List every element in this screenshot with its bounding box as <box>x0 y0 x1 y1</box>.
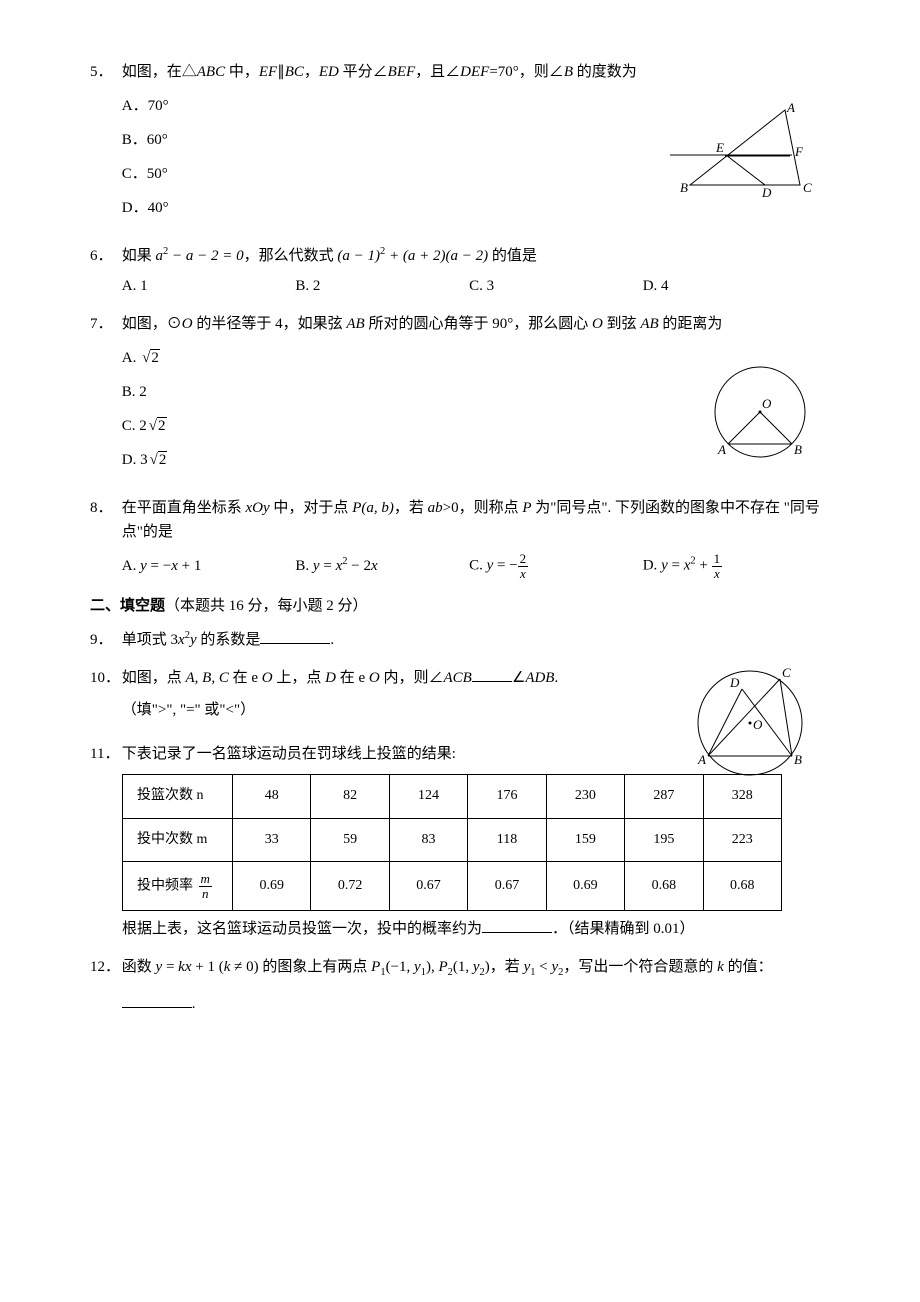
q6-body: 如果 a2 − a − 2 = 0，那么代数式 (a − 1)2 + (a + … <box>122 244 830 298</box>
question-6: 6． 如果 a2 − a − 2 = 0，那么代数式 (a − 1)2 + (a… <box>90 244 830 298</box>
q8-options: A. y = −x + 1 B. y = x2 − 2x C. y = −2x … <box>122 552 830 580</box>
section-2-header: 二、填空题（本题共 16 分，每小题 2 分） <box>90 594 830 618</box>
svg-text:A: A <box>786 100 795 115</box>
row-label-n: 投篮次数 n <box>123 775 233 818</box>
table-row-m: 投中次数 m 33 59 83 118 159 195 223 <box>123 818 782 861</box>
table-row-n: 投篮次数 n 48 82 124 176 230 287 328 <box>123 775 782 818</box>
q8-opt-d: D. y = x2 + 1x <box>643 552 813 580</box>
q6-options: A. 1 B. 2 C. 3 D. 4 <box>122 274 830 298</box>
q7-text: 如图，⊙O 的半径等于 4，如果弦 AB 所对的圆心角等于 90°，那么圆心 O… <box>122 316 723 332</box>
row-label-m: 投中次数 m <box>123 818 233 861</box>
q8-opt-b: B. y = x2 − 2x <box>295 554 465 578</box>
q12-number: 12． <box>90 955 118 979</box>
svg-text:E: E <box>715 140 724 155</box>
q12-blank-line: . <box>122 992 830 1016</box>
question-8: 8． 在平面直角坐标系 xOy 中，对于点 P(a, b)，若 ab>0，则称点… <box>90 496 830 580</box>
q8-text: 在平面直角坐标系 xOy 中，对于点 P(a, b)，若 ab>0，则称点 P … <box>122 500 820 540</box>
q6-opt-a: A. 1 <box>122 274 292 298</box>
q9-body: 单项式 3x2y 的系数是. <box>122 628 830 652</box>
svg-text:C: C <box>782 665 791 680</box>
q12-blank <box>122 993 192 1008</box>
svg-text:D: D <box>761 185 772 200</box>
triangle-diagram-svg: A B C D E F <box>670 100 820 200</box>
svg-text:A: A <box>717 442 726 457</box>
q11-number: 11． <box>90 742 118 766</box>
svg-text:O: O <box>753 717 763 732</box>
svg-text:B: B <box>794 442 802 457</box>
question-10: 10． 如图，点 A, B, C 在 e O 上，点 D 在 e O 内，则∠A… <box>90 666 830 722</box>
q5-number: 5． <box>90 60 118 84</box>
q11-text1: 下表记录了一名篮球运动员在罚球线上投篮的结果: <box>122 746 456 762</box>
question-9: 9． 单项式 3x2y 的系数是. <box>90 628 830 652</box>
svg-text:O: O <box>762 396 772 411</box>
table-row-f: 投中频率 mn 0.69 0.72 0.67 0.67 0.69 0.68 0.… <box>123 862 782 911</box>
q10-number: 10． <box>90 666 118 690</box>
q8-number: 8． <box>90 496 118 520</box>
question-12: 12． 函数 y = kx + 1 (k ≠ 0) 的图象上有两点 P1(−1,… <box>90 955 830 1016</box>
question-5: 5． 如图，在△ABC 中，EF∥BC，ED 平分∠BEF，且∠DEF=70°，… <box>90 60 830 230</box>
row-label-f: 投中频率 mn <box>123 862 233 911</box>
question-7: 7． 如图，⊙O 的半径等于 4，如果弦 AB 所对的圆心角等于 90°，那么圆… <box>90 312 830 482</box>
q5-text: 如图，在△ABC 中，EF∥BC，ED 平分∠BEF，且∠DEF=70°，则∠B… <box>122 64 637 80</box>
q6-text: 如果 a2 − a − 2 = 0，那么代数式 (a − 1)2 + (a + … <box>122 248 537 264</box>
q6-opt-b: B. 2 <box>295 274 465 298</box>
q10-text: 如图，点 A, B, C 在 e O 上，点 D 在 e O 内，则∠ACB∠A… <box>122 670 558 686</box>
q7-number: 7． <box>90 312 118 336</box>
q10-blank <box>472 667 512 682</box>
q10-hint: （填">", "=" 或"<"） <box>122 698 642 722</box>
svg-text:F: F <box>794 144 804 159</box>
question-11: 11． 下表记录了一名篮球运动员在罚球线上投篮的结果: 投篮次数 n 48 82… <box>90 742 830 941</box>
q8-body: 在平面直角坐标系 xOy 中，对于点 P(a, b)，若 ab>0，则称点 P … <box>122 496 830 580</box>
svg-text:D: D <box>729 675 740 690</box>
q11-blank <box>482 918 552 933</box>
q8-opt-c: C. y = −2x <box>469 552 639 580</box>
q7-diagram: O A B <box>700 362 820 480</box>
q11-text2: 根据上表，这名篮球运动员投篮一次，投中的概率约为．（结果精确到 0.01） <box>122 917 830 941</box>
q11-body: 下表记录了一名篮球运动员在罚球线上投篮的结果: <box>122 742 830 766</box>
q11-table: 投篮次数 n 48 82 124 176 230 287 328 投中次数 m … <box>122 774 782 911</box>
q12-text: 函数 y = kx + 1 (k ≠ 0) 的图象上有两点 P1(−1, y1)… <box>122 959 773 975</box>
q9-number: 9． <box>90 628 118 652</box>
q6-number: 6． <box>90 244 118 268</box>
q12-body: 函数 y = kx + 1 (k ≠ 0) 的图象上有两点 P1(−1, y1)… <box>122 955 830 1016</box>
svg-text:B: B <box>680 180 688 195</box>
q5-diagram: A B C D E F <box>670 100 820 208</box>
circle-diagram-svg: O A B <box>700 362 820 472</box>
q8-opt-a: A. y = −x + 1 <box>122 554 292 578</box>
q9-blank <box>260 629 330 644</box>
q6-opt-d: D. 4 <box>643 274 813 298</box>
q10-body: 如图，点 A, B, C 在 e O 上，点 D 在 e O 内，则∠ACB∠A… <box>122 666 642 722</box>
q6-opt-c: C. 3 <box>469 274 639 298</box>
svg-text:C: C <box>803 180 812 195</box>
